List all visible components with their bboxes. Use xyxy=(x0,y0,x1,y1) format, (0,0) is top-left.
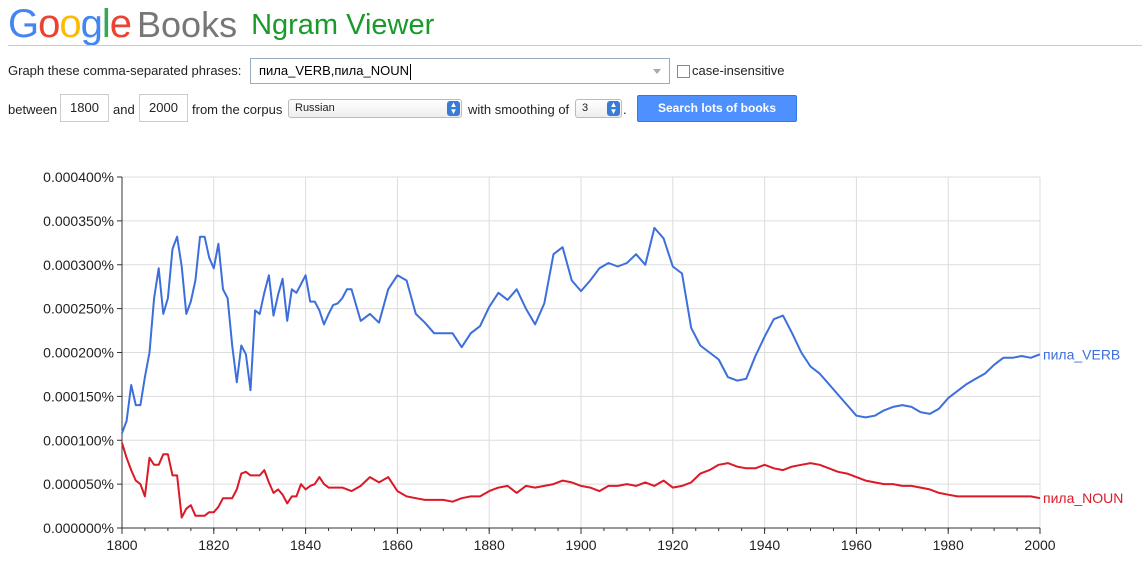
and-label: and xyxy=(113,102,135,117)
x-tick-label: 1940 xyxy=(749,537,780,553)
series-label: пила_VERB xyxy=(1043,346,1120,362)
series-line-1 xyxy=(121,442,1041,519)
google-letter: G xyxy=(8,2,39,46)
x-tick-label: 1840 xyxy=(290,537,321,553)
smoothing-label: with smoothing of xyxy=(468,102,570,117)
x-tick-label: 1820 xyxy=(198,537,229,553)
case-insensitive-checkbox[interactable] xyxy=(677,65,690,78)
between-label: between xyxy=(8,102,58,117)
google-letter: g xyxy=(80,2,103,46)
google-wordmark: Google xyxy=(8,2,132,46)
google-letter: o xyxy=(38,2,60,46)
x-tick-label: 1800 xyxy=(106,537,137,553)
y-tick-label: 0.000350% xyxy=(43,213,114,229)
y-tick-label: 0.000400% xyxy=(43,169,114,185)
y-tick-label: 0.000000% xyxy=(43,520,114,536)
smoothing-select[interactable]: 3 ▲ ▼ xyxy=(575,99,622,118)
smoothing-select-value: 3 xyxy=(582,102,589,114)
start-year-input[interactable]: 1800 xyxy=(60,94,109,122)
text-caret xyxy=(409,63,411,80)
corpus-label: from the corpus xyxy=(192,102,283,117)
ngram-chart: 1800 1820 1840 1860 1880 1900 1920 1940 1960 1980… xyxy=(43,169,1123,553)
x-tick-label: 1880 xyxy=(474,537,505,553)
phrases-input-value: пила_VERB,пила_NOUN xyxy=(259,63,409,78)
y-tick-label: 0.000150% xyxy=(43,388,114,404)
y-tick-label: 0.000250% xyxy=(43,301,114,317)
ngram-viewer-title: Ngram Viewer xyxy=(251,9,435,41)
google-books-logo[interactable]: Google Books Ngram Viewer xyxy=(8,2,434,46)
series-label: пила_NOUN xyxy=(1043,490,1123,506)
x-tick-label: 1920 xyxy=(657,537,688,553)
x-tick-label: 1980 xyxy=(933,537,964,553)
x-tick-label: 2000 xyxy=(1024,537,1055,553)
select-arrows-icon: ▲ ▼ xyxy=(607,101,620,116)
books-wordmark: Books xyxy=(137,4,238,45)
search-lots-of-books-button[interactable]: Search lots of books xyxy=(637,95,797,122)
series-line-0 xyxy=(121,226,1041,434)
y-tick-label: 0.000050% xyxy=(43,476,114,492)
google-letter: o xyxy=(59,2,81,46)
x-tick-label: 1900 xyxy=(565,537,596,553)
x-tick-label: 1960 xyxy=(841,537,872,553)
google-letter: e xyxy=(109,2,132,46)
end-year-input[interactable]: 2000 xyxy=(139,94,188,122)
case-insensitive-label[interactable]: case-insensitive xyxy=(692,63,785,78)
y-tick-label: 0.000100% xyxy=(43,432,114,448)
corpus-select-value: Russian xyxy=(295,102,335,114)
phrases-input[interactable]: пила_VERB,пила_NOUN xyxy=(250,58,670,84)
header-divider xyxy=(8,45,1142,46)
chevron-down-icon[interactable] xyxy=(653,69,661,74)
corpus-select[interactable]: Russian ▲ ▼ xyxy=(288,99,462,118)
google-letter: l xyxy=(101,2,111,46)
period-label: . xyxy=(623,102,627,117)
x-tick-label: 1860 xyxy=(382,537,413,553)
query-label: Graph these comma-separated phrases: xyxy=(8,63,242,78)
select-arrows-icon: ▲ ▼ xyxy=(447,101,460,116)
y-tick-label: 0.000300% xyxy=(43,257,114,273)
y-tick-label: 0.000200% xyxy=(43,345,114,361)
